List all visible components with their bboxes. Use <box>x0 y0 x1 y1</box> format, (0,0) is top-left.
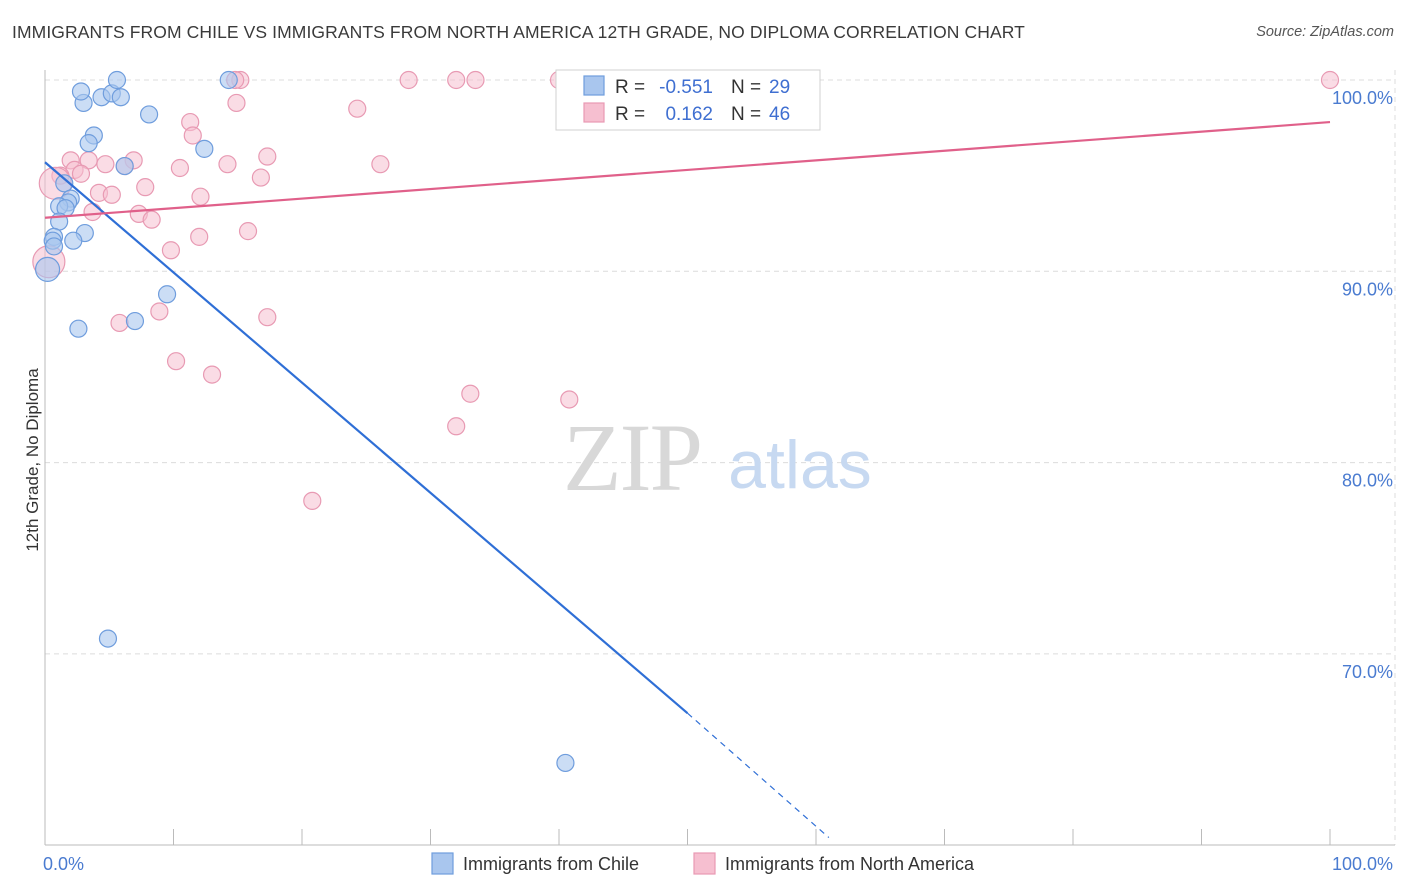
data-point-chile <box>98 629 118 648</box>
data-point-north-america <box>150 302 169 321</box>
data-point-north-america <box>136 178 155 197</box>
data-point-chile <box>64 231 83 250</box>
data-point-chile <box>139 105 159 124</box>
data-point-north-america <box>447 70 466 90</box>
axes <box>44 70 1395 846</box>
data-point-north-america <box>303 491 322 510</box>
data-point-north-america <box>202 365 222 384</box>
data-point-north-america <box>466 70 485 90</box>
data-point-north-america <box>560 390 579 409</box>
bottom-legend-label-chile: Immigrants from Chile <box>463 854 639 874</box>
data-point-chile <box>34 256 61 282</box>
data-point-north-america <box>191 187 210 206</box>
data-point-north-america <box>258 308 277 327</box>
legend-n-value-na: 46 <box>769 104 790 125</box>
y-axis-label: 12th Grade, No Diploma <box>23 368 42 552</box>
watermark-atlas: atlas <box>728 427 872 503</box>
data-point-north-america <box>142 210 161 229</box>
data-point-north-america <box>102 185 121 204</box>
bottom-legend-label-na: Immigrants from North America <box>725 854 975 874</box>
data-point-north-america <box>110 313 129 333</box>
data-point-chile <box>556 753 575 773</box>
data-point-north-america <box>161 241 181 260</box>
data-point-north-america <box>258 147 277 166</box>
data-point-north-america <box>96 155 115 174</box>
legend-n-value-chile: 29 <box>769 77 790 98</box>
legend-n-label-na: N = <box>731 104 761 125</box>
data-point-chile <box>195 139 214 158</box>
trend-line-north-america <box>44 120 1331 219</box>
legend-r-value-chile: -0.551 <box>659 77 713 98</box>
data-point-north-america <box>218 155 237 174</box>
trend-line-chile-extension <box>687 712 830 838</box>
data-point-north-america <box>71 164 91 183</box>
y-tick-label: 70.0% <box>1342 662 1393 682</box>
data-point-chile <box>219 70 238 90</box>
legend-r-value-na: 0.162 <box>665 104 713 125</box>
data-point-north-america <box>83 202 102 222</box>
bottom-legend: Immigrants from Chile Immigrants from No… <box>431 852 975 875</box>
data-point-north-america <box>238 222 258 241</box>
data-point-north-america <box>348 99 367 118</box>
trend-lines <box>44 120 1331 838</box>
data-point-north-america <box>190 227 209 246</box>
bottom-legend-swatch-na <box>693 852 716 875</box>
legend-r-label-na: R = <box>615 104 645 125</box>
data-point-north-america <box>166 352 186 371</box>
legend-swatch-chile <box>583 75 605 96</box>
series-chile-points <box>34 70 575 773</box>
stats-legend: R = -0.551 N = 29 R = 0.162 N = 46 <box>555 69 821 131</box>
data-point-chile <box>125 311 145 331</box>
chart-title: IMMIGRANTS FROM CHILE VS IMMIGRANTS FROM… <box>12 22 1025 42</box>
y-tick-label: 100.0% <box>1332 88 1393 108</box>
data-point-north-america <box>447 417 466 436</box>
data-point-chile <box>55 174 74 193</box>
legend-swatch-na <box>583 102 605 123</box>
gridlines <box>45 70 1396 845</box>
tick-labels: 70.0% 80.0% 90.0% 100.0% 0.0% 100.0% <box>43 88 1393 874</box>
y-tick-label: 80.0% <box>1342 471 1393 491</box>
watermark-zip: ZIP <box>563 404 701 511</box>
data-point-chile <box>79 134 98 153</box>
data-point-north-america <box>170 158 190 178</box>
data-point-north-america <box>227 93 246 113</box>
data-point-chile <box>157 285 177 304</box>
legend-r-label-chile: R = <box>615 77 645 98</box>
legend-n-label-chile: N = <box>731 77 761 98</box>
data-point-chile <box>107 70 127 90</box>
trend-line-chile <box>44 161 689 715</box>
data-point-north-america <box>399 70 418 90</box>
x-tick-label: 100.0% <box>1332 854 1393 874</box>
x-tick-label: 0.0% <box>43 854 84 874</box>
data-point-chile <box>69 319 88 338</box>
data-point-chile <box>71 82 91 101</box>
data-point-north-america <box>371 155 390 174</box>
data-point-chile <box>44 237 64 256</box>
data-point-chile <box>115 156 134 176</box>
watermark: ZIP atlas <box>563 404 872 511</box>
source-label: Source: ZipAtlas.com <box>1256 24 1394 40</box>
data-point-north-america <box>1320 70 1340 90</box>
data-point-north-america <box>461 384 480 403</box>
data-point-north-america <box>183 126 202 145</box>
data-point-chile <box>111 88 130 107</box>
y-tick-label: 90.0% <box>1342 279 1393 299</box>
data-point-north-america <box>251 168 270 187</box>
bottom-legend-swatch-chile <box>431 852 454 875</box>
